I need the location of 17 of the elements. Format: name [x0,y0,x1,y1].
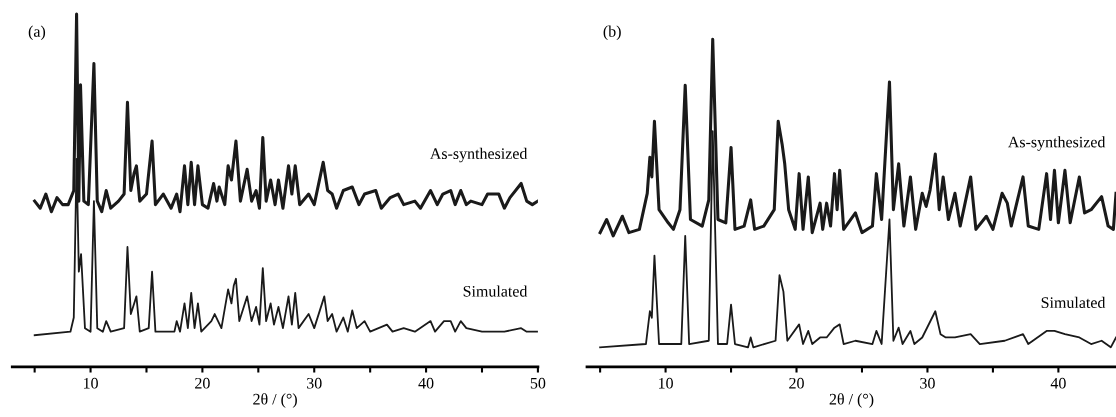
x-axis-title: 2θ / (°) [829,393,874,408]
x-tick-label: 40 [1050,377,1066,389]
x-tick-label: 30 [920,377,935,389]
x-tick-label: 50 [530,377,546,389]
series-label: As-synthesized [429,147,528,163]
text: (a) [28,25,46,41]
x-tick-label: 10 [83,377,98,389]
x-axis-title: 2θ / (°) [253,393,297,408]
x-tick-label: 30 [307,377,322,389]
x-tick-label: 20 [789,377,804,389]
series-label: As-synthesized [1007,136,1106,151]
chart-title: (b) [603,25,621,41]
series-label: Simulated [463,285,528,297]
x-tick-label: 20 [195,377,210,389]
series-label: Simulated [1041,296,1106,309]
x-tick-label: 40 [418,377,434,389]
x-tick-label: 10 [659,377,673,389]
